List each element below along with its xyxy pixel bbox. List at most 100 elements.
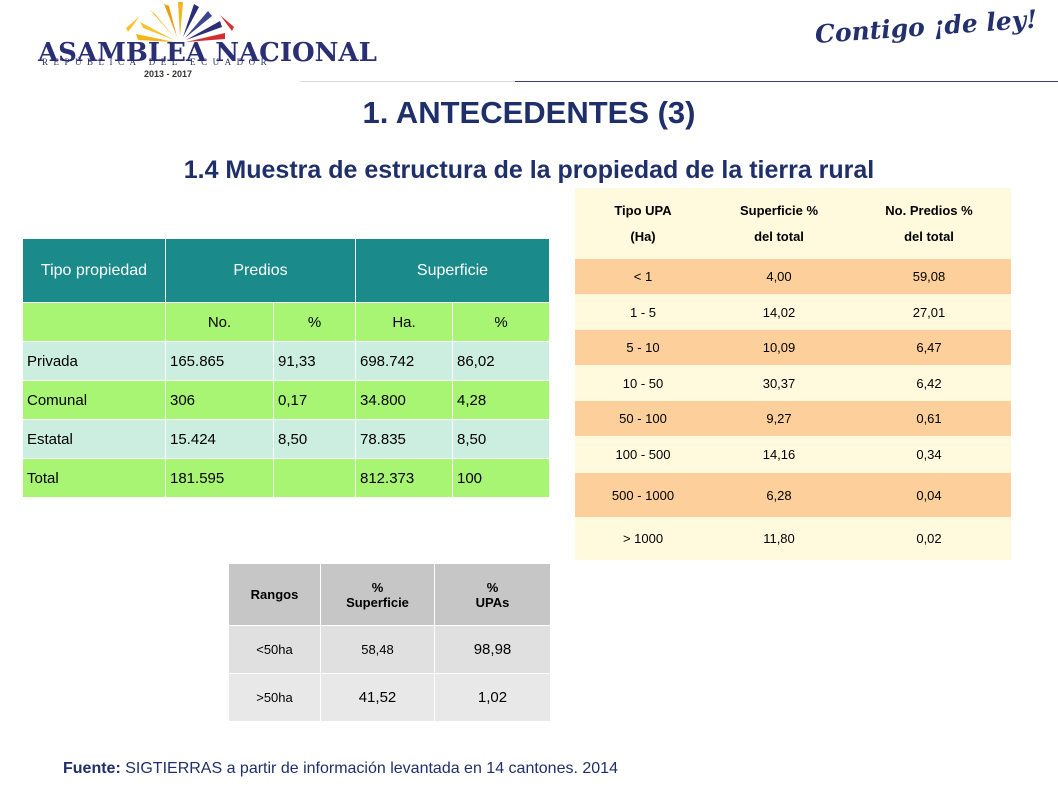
table-row: 5 - 10 10,09 6,47 [575,330,1011,365]
table-cell: 4,00 [711,259,847,294]
header-line: Rangos [250,587,299,602]
table-cell: 8,50 [452,419,550,459]
source-note: Fuente: SIGTIERRAS a partir de informaci… [63,760,618,778]
table-cell: 30,37 [711,365,847,401]
subheader-cell [22,302,166,342]
header-line: % [486,579,499,595]
table-cell [273,458,356,498]
table-cell: 98,98 [434,625,551,674]
table-row: Estatal 15.424 8,50 78.835 8,50 [22,419,550,459]
table-cell: Estatal [22,419,166,459]
upa-header-tipo: Tipo UPA (Ha) [575,188,711,259]
property-header-row: Tipo propiedad Predios Superficie [22,238,550,303]
table-cell: Comunal [22,380,166,420]
header-predios: Predios [165,238,356,303]
table-cell: 59,08 [847,259,1011,294]
subheader-cell: Ha. [355,302,453,342]
subheader-cell: No. [165,302,274,342]
table-cell: 58,48 [320,625,435,674]
table-row: 1 - 5 14,02 27,01 [575,294,1011,330]
table-row: 100 - 500 14,16 0,34 [575,436,1011,473]
table-cell: 11,80 [711,517,847,560]
table-row: Privada 165.865 91,33 698.742 86,02 [22,341,550,381]
table-row: >50ha 41,52 1,02 [228,673,551,722]
header-line: Superficie [346,594,409,610]
header-line: Tipo UPA [614,202,672,218]
header-line: del total [754,228,804,244]
table-cell: 10 - 50 [575,365,711,401]
logo-title: ASAMBLEA NACIONAL [38,38,377,68]
table-row: < 1 4,00 59,08 [575,259,1011,294]
table-cell: 0,34 [847,436,1011,473]
table-cell: 698.742 [355,341,453,381]
header-tipo-propiedad: Tipo propiedad [22,238,166,303]
header-line: UPAs [475,594,510,610]
header-divider-left [300,81,515,82]
source-text: SIGTIERRAS a partir de información levan… [125,760,618,777]
subheader-cell: % [452,302,550,342]
table-cell: >50ha [228,673,321,722]
table-cell: 50 - 100 [575,401,711,436]
table-cell: 8,50 [273,419,356,459]
table-row: > 1000 11,80 0,02 [575,517,1011,560]
table-cell: 15.424 [165,419,274,459]
ranges-table: Rangos % Superficie % UPAs <50ha 58,48 9… [228,563,551,722]
table-row: 500 - 1000 6,28 0,04 [575,473,1011,517]
subheader-cell: % [273,302,356,342]
table-cell: 27,01 [847,294,1011,330]
table-cell: 0,04 [847,473,1011,517]
table-cell: Privada [22,341,166,381]
table-cell: 100 [452,458,550,498]
table-cell: 9,27 [711,401,847,436]
table-cell: 91,33 [273,341,356,381]
table-cell: 1,02 [434,673,551,722]
page-subtitle: 1.4 Muestra de estructura de la propieda… [183,156,875,184]
table-cell: 34.800 [355,380,453,420]
table-row: Comunal 306 0,17 34.800 4,28 [22,380,550,420]
table-cell: 6,42 [847,365,1011,401]
table-row: <50ha 58,48 98,98 [228,625,551,674]
table-cell: 78.835 [355,419,453,459]
header-divider-right [515,81,1058,82]
ranges-header-upas: % UPAs [434,563,551,626]
source-label: Fuente: [63,760,121,777]
header-line: (Ha) [630,228,656,244]
table-cell: 0,02 [847,517,1011,560]
ranges-header-rangos: Rangos [228,563,321,626]
upa-header-row: Tipo UPA (Ha) Superficie % del total No.… [575,188,1011,259]
table-cell: <50ha [228,625,321,674]
property-subheader-row: No. % Ha. % [22,302,550,342]
table-cell: 181.595 [165,458,274,498]
table-row-total: Total 181.595 812.373 100 [22,458,550,498]
header-superficie: Superficie [355,238,550,303]
table-cell: 0,61 [847,401,1011,436]
property-table: Tipo propiedad Predios Superficie No. % … [22,238,550,498]
table-cell: 165.865 [165,341,274,381]
ranges-header-row: Rangos % Superficie % UPAs [228,563,551,626]
upa-table: Tipo UPA (Ha) Superficie % del total No.… [575,188,1011,560]
table-cell: 306 [165,380,274,420]
table-cell: 14,16 [711,436,847,473]
header-line: Superficie % [739,202,819,218]
sun-rays-icon [126,2,234,42]
table-cell: > 1000 [575,517,711,560]
logo-years: 2013 - 2017 [144,69,193,79]
header-line: % [371,579,384,595]
table-cell: 41,52 [320,673,435,722]
table-row: 50 - 100 9,27 0,61 [575,401,1011,436]
header-line: No. Predios % [885,202,973,218]
slogan: Contigo ¡de ley! [813,4,1039,49]
table-cell: 4,28 [452,380,550,420]
table-cell: 10,09 [711,330,847,365]
page-title: 1. ANTECEDENTES (3) [362,95,696,130]
table-cell: 86,02 [452,341,550,381]
table-cell: 5 - 10 [575,330,711,365]
table-cell: < 1 [575,259,711,294]
table-cell: 500 - 1000 [575,473,711,517]
table-row: 10 - 50 30,37 6,42 [575,365,1011,401]
table-cell: 1 - 5 [575,294,711,330]
table-cell: 6,28 [711,473,847,517]
table-cell: 100 - 500 [575,436,711,473]
asamblea-logo: ASAMBLEA NACIONAL REPÚBLICA DEL ECUADOR … [32,2,377,82]
logo-subtitle: REPÚBLICA DEL ECUADOR [42,57,273,67]
